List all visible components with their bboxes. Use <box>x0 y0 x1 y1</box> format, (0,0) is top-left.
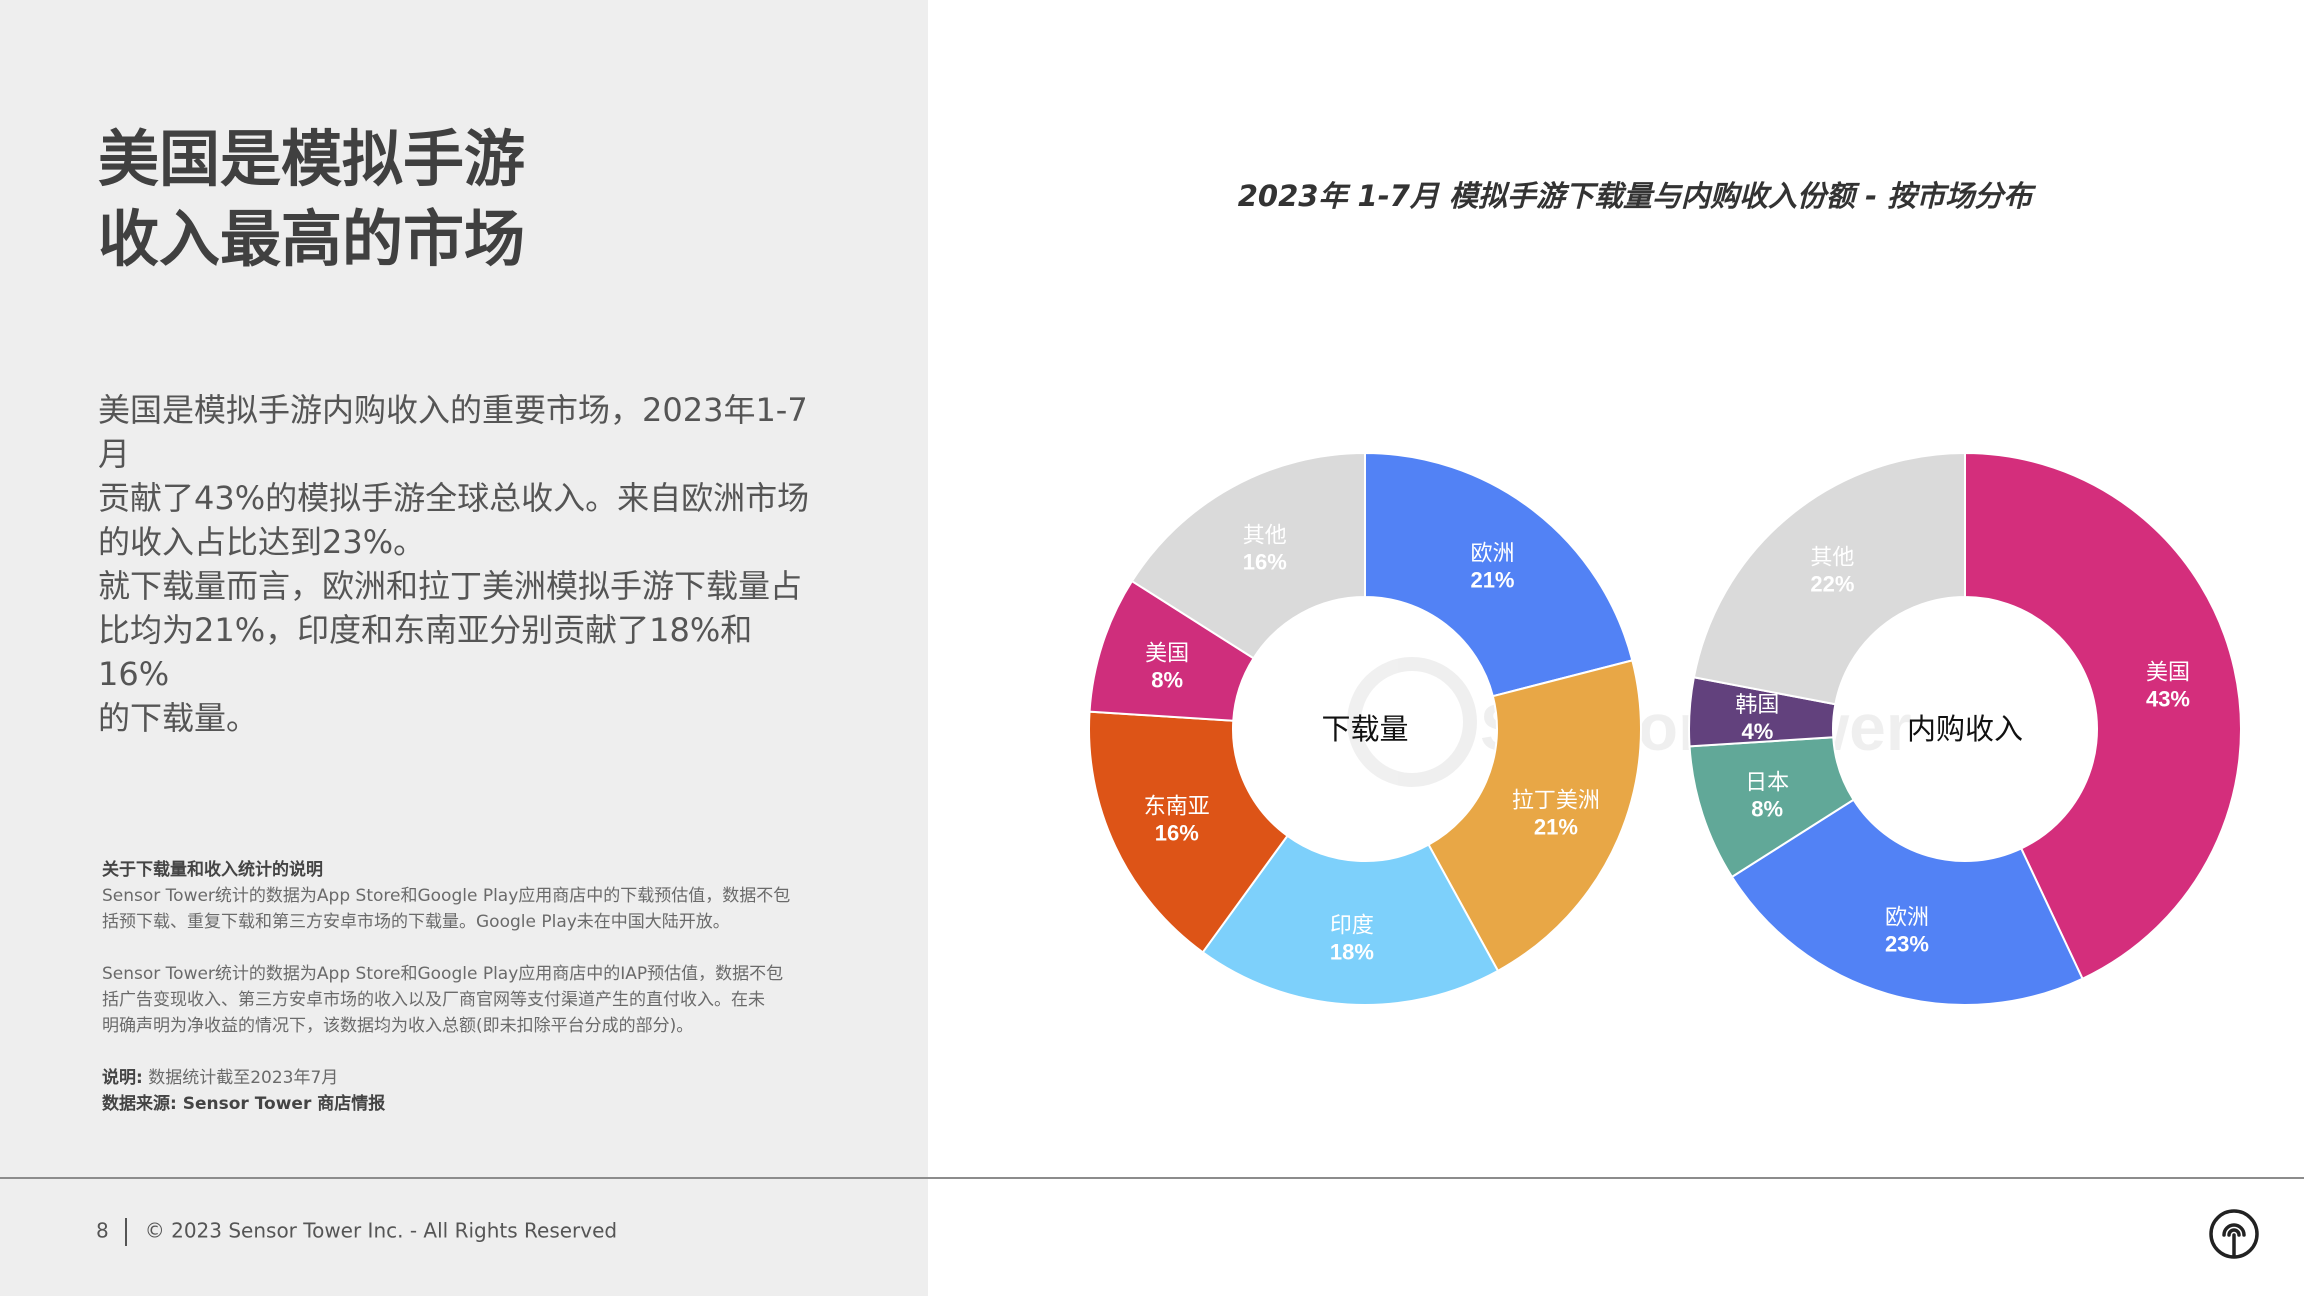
notes-explanation: 说明: 数据统计截至2023年7月 <box>102 1065 812 1091</box>
slice-2-1 <box>1964 451 2242 981</box>
slice-label: 其他 <box>1243 524 1287 549</box>
slice-1-4 <box>1088 710 1289 954</box>
slice-label: 其他 <box>1810 546 1854 571</box>
slice-label: 日本 <box>1745 770 1789 795</box>
methodology-notes: 关于下载量和收入统计的说明 Sensor Tower统计的数据为App Stor… <box>102 857 812 1117</box>
paragraph-line: 贡献了43%的模拟手游全球总收入。来自欧洲市场 <box>98 479 810 517</box>
explanation-label: 说明: <box>102 1068 143 1088</box>
footer-divider <box>0 1177 2304 1179</box>
notes-heading: 关于下载量和收入统计的说明 <box>102 860 323 880</box>
notes-line: Sensor Tower统计的数据为App Store和Google Play应… <box>102 886 791 906</box>
slice-value-label: 43% <box>2146 687 2190 712</box>
slice-label: 欧洲 <box>1470 542 1514 567</box>
notes-line: 括广告变现收入、第三方安卓市场的收入以及厂商官网等支付渠道产生的直付收入。在未 <box>102 990 765 1010</box>
slice-value-label: 16% <box>1243 550 1287 575</box>
notes-line: 明确声明为净收益的情况下，该数据均为收入总额(即未扣除平台分成的部分)。 <box>102 1016 694 1036</box>
sensor-tower-logo-icon <box>2209 1209 2259 1259</box>
slice-value-label: 8% <box>1151 668 1183 693</box>
paragraph-line: 就下载量而言，欧洲和拉丁美洲模拟手游下载量占 <box>98 567 803 605</box>
slice-label: 美国 <box>1145 642 1189 667</box>
donut-center-label: 下载量 <box>1321 712 1408 746</box>
page-title-line: 美国是模拟手游 <box>98 124 526 195</box>
copyright: © 2023 Sensor Tower Inc. - All Rights Re… <box>144 1218 618 1243</box>
slice-2-5 <box>1692 451 1966 706</box>
slice-value-label: 8% <box>1751 796 1783 821</box>
left-panel <box>0 0 928 1296</box>
slice-value-label: 18% <box>1330 940 1374 965</box>
slice-label: 韩国 <box>1735 693 1779 718</box>
slice-value-label: 22% <box>1810 572 1854 597</box>
page-title: 美国是模拟手游 收入最高的市场 <box>98 120 858 280</box>
data-source: 数据来源: Sensor Tower 商店情报 <box>102 1094 386 1114</box>
explanation-text: 数据统计截至2023年7月 <box>148 1068 339 1088</box>
slice-1-6 <box>1130 451 1366 660</box>
page-number: 8 <box>96 1218 109 1243</box>
slice-value-label: 23% <box>1885 932 1929 957</box>
paragraph-line: 美国是模拟手游内购收入的重要市场，2023年1-7月 <box>98 391 808 473</box>
footer: 8 © 2023 Sensor Tower Inc. - All Rights R… <box>96 1218 617 1246</box>
notes-line: 括预下载、重复下载和第三方安卓市场的下载量。Google Play未在中国大陆开… <box>102 912 730 932</box>
slice-value-label: 4% <box>1742 719 1774 744</box>
page-title-line: 收入最高的市场 <box>98 204 526 275</box>
footer-separator <box>124 1218 127 1246</box>
slice-label: 拉丁美洲 <box>1512 789 1600 814</box>
summary-paragraph-downloads: 就下载量而言，欧洲和拉丁美洲模拟手游下载量占 比均为21%，印度和东南亚分别贡献… <box>98 564 818 740</box>
paragraph-line: 比均为21%，印度和东南亚分别贡献了18%和16% <box>98 611 753 693</box>
slice-label: 印度 <box>1330 914 1374 939</box>
donut-center-label: 内购收入 <box>1907 712 2023 746</box>
summary-paragraph-revenue: 美国是模拟手游内购收入的重要市场，2023年1-7月 贡献了43%的模拟手游全球… <box>98 388 818 564</box>
slice-label: 东南亚 <box>1144 795 1210 820</box>
slice-2-2 <box>1730 798 2084 1006</box>
slice-label: 欧洲 <box>1885 906 1929 931</box>
slice-1-1 <box>1364 451 1634 698</box>
slice-value-label: 16% <box>1155 821 1199 846</box>
slice-label: 美国 <box>2146 661 2190 686</box>
slice-1-2 <box>1427 659 1642 973</box>
watermark-logo-icon <box>1347 657 1477 787</box>
slice-value-label: 21% <box>1534 815 1578 840</box>
paragraph-line: 的收入占比达到23%。 <box>98 523 426 561</box>
slice-1-3 <box>1201 834 1500 1006</box>
slice-value-label: 21% <box>1470 568 1514 593</box>
paragraph-line: 的下载量。 <box>98 699 259 737</box>
notes-line: Sensor Tower统计的数据为App Store和Google Play应… <box>102 964 784 984</box>
chart-title: 2023年 1-7月 模拟手游下载量与内购收入份额 - 按市场分布 <box>1237 179 2033 213</box>
